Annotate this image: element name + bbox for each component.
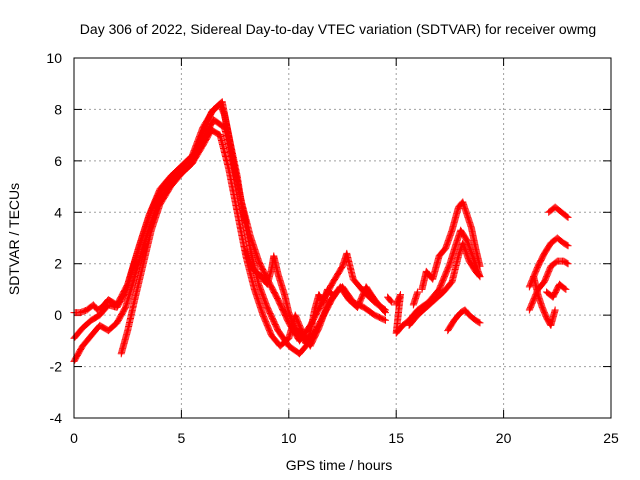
x-tick-label: 0 (70, 430, 78, 446)
data-point (327, 290, 335, 298)
data-point (564, 242, 572, 250)
y-tick-label: 6 (54, 153, 62, 169)
data-point (563, 213, 571, 221)
data-point (476, 262, 484, 270)
y-tick-label: 10 (46, 50, 62, 66)
x-axis-label: GPS time / hours (286, 457, 393, 473)
data-point (475, 272, 483, 280)
series-track-h (418, 198, 484, 293)
series-track-o (543, 280, 570, 301)
grid-lines (74, 58, 611, 418)
data-point (563, 241, 571, 249)
series-track-p (545, 203, 572, 221)
chart-title: Day 306 of 2022, Sidereal Day-to-day VTE… (80, 21, 596, 37)
x-tick-label: 15 (388, 430, 404, 446)
y-axis-ticks: -4 -2 0 2 4 6 8 10 (46, 50, 611, 426)
data-point (381, 308, 389, 315)
y-tick-label: 8 (54, 101, 62, 117)
x-tick-label: 5 (178, 430, 186, 446)
y-axis-label: SDTVAR / TECUs (6, 183, 22, 295)
series-track-j (384, 293, 396, 306)
y-tick-label: 4 (54, 204, 62, 220)
series-track-k (444, 306, 484, 335)
data-point (564, 213, 572, 221)
data-point (388, 298, 396, 306)
x-tick-label: 20 (496, 430, 512, 446)
series-track-e (242, 247, 336, 347)
data-point (381, 309, 389, 317)
data-point (387, 297, 395, 305)
series-track-i (409, 288, 422, 309)
data-point (475, 318, 483, 326)
y-tick-label: 2 (54, 256, 62, 272)
data-point (551, 306, 559, 314)
data-point (476, 273, 484, 281)
data-point (381, 316, 389, 324)
series-track-c (70, 116, 389, 365)
data-point (561, 285, 569, 293)
x-axis-ticks: 0 5 10 15 20 25 (70, 58, 619, 446)
data-point (562, 285, 570, 293)
data-point (564, 260, 572, 268)
x-tick-label: 10 (281, 430, 297, 446)
y-tick-label: 0 (54, 307, 62, 323)
data-point (476, 319, 484, 327)
plot-frame (73, 57, 612, 419)
series-track-f (392, 226, 484, 337)
x-tick-label: 25 (603, 430, 619, 446)
data-point (414, 288, 422, 296)
y-tick-label: -2 (50, 359, 63, 375)
y-tick-label: -4 (50, 410, 63, 426)
data-marks (70, 98, 572, 365)
data-point (328, 291, 336, 299)
series-track-g (405, 239, 484, 329)
data-point (380, 316, 388, 324)
data-point (563, 259, 571, 267)
series-track-n (530, 273, 559, 329)
